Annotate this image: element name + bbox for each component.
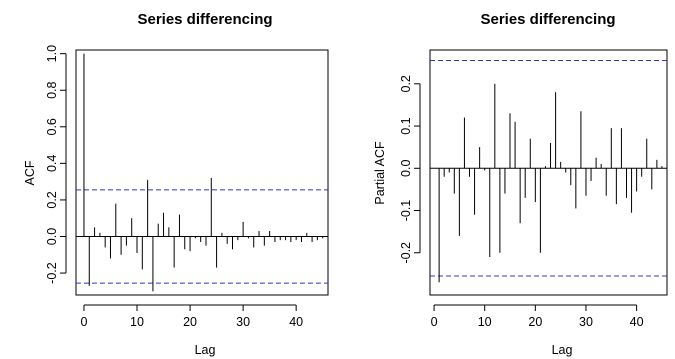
chart-title: Series differencing	[480, 11, 615, 28]
x-tick-label: 10	[130, 315, 144, 329]
x-tick-label: 20	[183, 315, 197, 329]
x-tick-label: 0	[80, 315, 87, 329]
y-axis-label: ACF	[23, 160, 37, 185]
y-tick-label: 0.0	[399, 160, 413, 177]
y-tick-label: 0.4	[45, 155, 59, 172]
y-tick-label: -0.1	[399, 200, 413, 222]
x-tick-label: 40	[630, 315, 644, 329]
y-tick-label: 0.8	[45, 81, 59, 98]
x-axis-label: Lag	[552, 343, 573, 357]
x-tick-label: 20	[528, 315, 542, 329]
y-tick-label: -0.2	[45, 262, 59, 284]
y-axis-label: Partial ACF	[373, 141, 387, 205]
y-tick-label: 0.6	[45, 118, 59, 135]
chart-title: Series differencing	[137, 11, 272, 28]
x-axis-label: Lag	[195, 343, 216, 357]
plot-frame	[75, 49, 329, 296]
y-tick-label: 0.2	[399, 75, 413, 92]
chart-panel-1: Series differencing -0.2 0.0 0.2 0.4 0.6 0.8 1.…	[23, 11, 329, 357]
chart-panel-2: Series differencing -0.2 -0.1 0.0 0.1 0.2 0 10 2…	[373, 11, 668, 357]
x-tick-label: 10	[478, 315, 492, 329]
x-tick-label: 0	[431, 315, 438, 329]
y-tick-label: 0.1	[399, 117, 413, 134]
y-tick-label: 0.2	[45, 191, 59, 208]
y-tick-label: 0.0	[45, 228, 59, 245]
x-tick-label: 30	[236, 315, 250, 329]
y-tick-label: 1.0	[45, 45, 59, 62]
x-tick-label: 30	[579, 315, 593, 329]
plot-frame	[429, 49, 668, 296]
x-tick-label: 40	[289, 315, 303, 329]
y-tick-label: -0.2	[399, 242, 413, 264]
